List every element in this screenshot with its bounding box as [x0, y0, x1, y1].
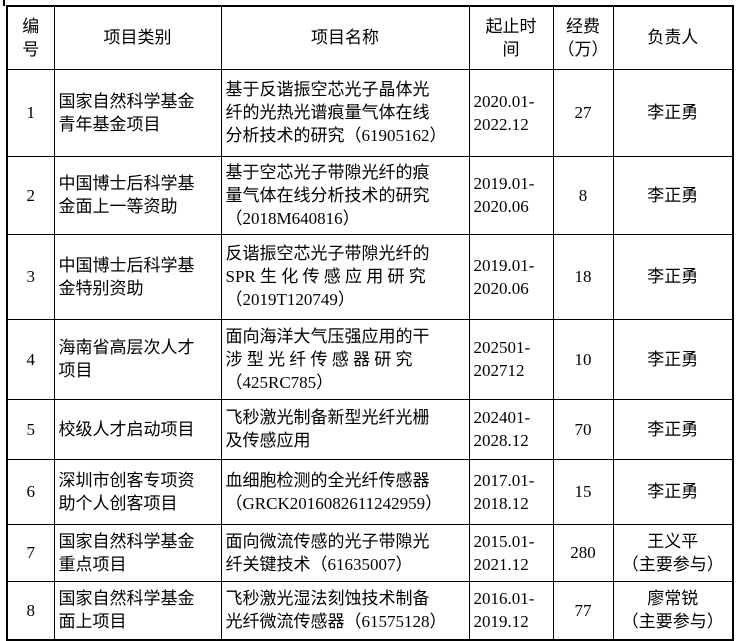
cell-time: 202501- 202712 [468, 318, 554, 400]
cell-project-name: 血细胞检测的全光纤传感器 （GRCK2016082611242959） [220, 458, 470, 525]
cell-fund: 280 [552, 523, 614, 582]
cell-fund: 77 [552, 580, 614, 641]
cell-person: 王义平 （主要参与） [612, 523, 734, 582]
cell-time: 202401- 2028.12 [468, 398, 554, 460]
cell-category: 校级人才启动项目 [53, 398, 222, 460]
cell-category: 中国博士后科学基 金面上一等资助 [53, 155, 222, 235]
table-row: 4 海南省高层次人才 项目 面向海洋大气压强应用的干 涉 型 光 纤 传 感 器… [6, 318, 734, 400]
table-row: 1 国家自然科学基金 青年基金项目 基于反谐振空芯光子晶体光 纤的光热光谱痕量气… [6, 68, 734, 157]
cell-person: 李正勇 [612, 458, 734, 525]
cell-person: 李正勇 [612, 318, 734, 400]
cell-category: 国家自然科学基金 面上项目 [53, 580, 222, 641]
cell-person: 李正勇 [612, 398, 734, 460]
cell-number: 7 [6, 523, 55, 582]
header-person: 负责人 [612, 5, 734, 70]
cell-category: 国家自然科学基金 青年基金项目 [53, 68, 222, 157]
cell-person: 廖常锐 （主要参与） [612, 580, 734, 641]
scan-artifact [3, 0, 5, 6]
cell-person: 李正勇 [612, 233, 734, 320]
cell-fund: 15 [552, 458, 614, 525]
cell-fund: 70 [552, 398, 614, 460]
cell-time: 2020.01- 2022.12 [468, 68, 554, 157]
cell-category: 国家自然科学基金 重点项目 [53, 523, 222, 582]
cell-fund: 27 [552, 68, 614, 157]
table-row: 5 校级人才启动项目 飞秒激光制备新型光纤光栅 及传感应用 202401- 20… [6, 398, 734, 460]
cell-number: 5 [6, 398, 55, 460]
cell-number: 8 [6, 580, 55, 641]
table-row: 7 国家自然科学基金 重点项目 面向微流传感的光子带隙光 纤关键技术（61635… [6, 523, 734, 582]
cell-category: 海南省高层次人才 项目 [53, 318, 222, 400]
cell-time: 2019.01- 2020.06 [468, 155, 554, 235]
header-project-name: 项目名称 [220, 5, 470, 70]
cell-time: 2019.01- 2020.06 [468, 233, 554, 320]
cell-person: 李正勇 [612, 155, 734, 235]
header-category: 项目类别 [53, 5, 222, 70]
cell-number: 1 [6, 68, 55, 157]
cell-time: 2015.01- 2021.12 [468, 523, 554, 582]
header-number: 编 号 [6, 5, 55, 70]
table-row: 2 中国博士后科学基 金面上一等资助 基于空芯光子带隙光纤的痕 量气体在线分析技… [6, 155, 734, 235]
table-row: 3 中国博士后科学基 金特别资助 反谐振空芯光子带隙光纤的 SPR 生 化 传 … [6, 233, 734, 320]
cell-project-name: 面向海洋大气压强应用的干 涉 型 光 纤 传 感 器 研 究 （425RC785… [220, 318, 470, 400]
table-row: 8 国家自然科学基金 面上项目 飞秒激光湿法刻蚀技术制备 光纤微流传感器（615… [6, 580, 734, 641]
header-row: 编 号 项目类别 项目名称 起止时 间 经费 （万） 负责人 [6, 5, 734, 70]
table-row: 6 深圳市创客专项资 助个人创客项目 血细胞检测的全光纤传感器 （GRCK201… [6, 458, 734, 525]
cell-project-name: 飞秒激光制备新型光纤光栅 及传感应用 [220, 398, 470, 460]
header-time: 起止时 间 [468, 5, 554, 70]
cell-project-name: 基于反谐振空芯光子晶体光 纤的光热光谱痕量气体在线 分析技术的研究（619051… [220, 68, 470, 157]
cell-project-name: 面向微流传感的光子带隙光 纤关键技术（61635007） [220, 523, 470, 582]
cell-number: 3 [6, 233, 55, 320]
cell-fund: 8 [552, 155, 614, 235]
cell-project-name: 反谐振空芯光子带隙光纤的 SPR 生 化 传 感 应 用 研 究 （2019T1… [220, 233, 470, 320]
cell-number: 2 [6, 155, 55, 235]
header-fund: 经费 （万） [552, 5, 614, 70]
cell-fund: 18 [552, 233, 614, 320]
cell-category: 中国博士后科学基 金特别资助 [53, 233, 222, 320]
projects-table: 编 号 项目类别 项目名称 起止时 间 经费 （万） 负责人 1 国家自然科学基… [6, 5, 734, 641]
cell-category: 深圳市创客专项资 助个人创客项目 [53, 458, 222, 525]
cell-fund: 10 [552, 318, 614, 400]
cell-project-name: 飞秒激光湿法刻蚀技术制备 光纤微流传感器（61575128） [220, 580, 470, 641]
cell-time: 2016.01- 2019.12 [468, 580, 554, 641]
cell-project-name: 基于空芯光子带隙光纤的痕 量气体在线分析技术的研究 （2018M640816） [220, 155, 470, 235]
cell-time: 2017.01- 2018.12 [468, 458, 554, 525]
cell-number: 4 [6, 318, 55, 400]
cell-number: 6 [6, 458, 55, 525]
cell-person: 李正勇 [612, 68, 734, 157]
